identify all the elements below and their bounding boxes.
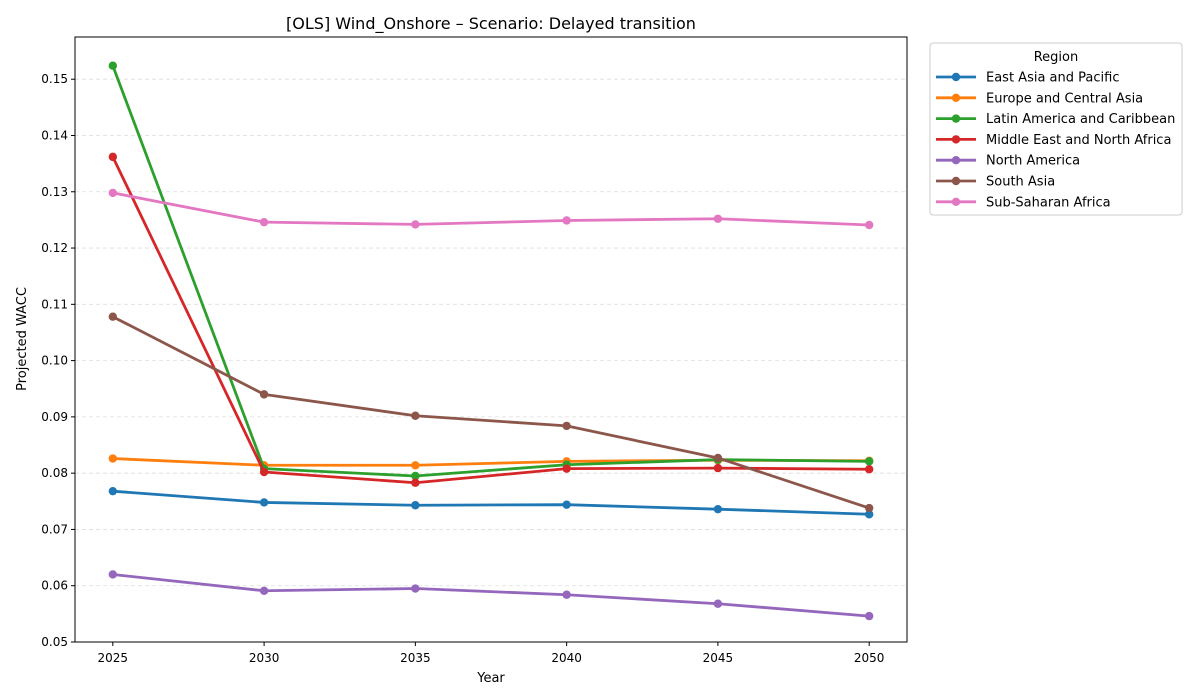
data-point [713,214,723,223]
y-tick-label: 0.15 [41,72,68,86]
legend-label: South Asia [986,175,1055,190]
grid-lines [75,78,907,587]
data-point [108,152,118,162]
data-point [411,478,420,487]
legend-label: Europe and Central Asia [986,91,1143,106]
data-point [864,220,874,230]
legend-label: North America [986,154,1080,169]
legend-swatch-marker [951,114,961,123]
data-point [864,611,874,621]
axes: 0.05 0.06 0.07 0.08 0.09 0.10 0.11 0.12 0.13 0.14… [41,72,884,665]
data-point [562,216,571,225]
legend-label: Latin America and Caribbean [986,112,1175,127]
series-latin-america-and-caribbean [108,61,874,481]
data-point [864,510,874,519]
legend-swatch-marker [951,197,961,206]
data-point [108,61,118,70]
data-point [411,411,420,420]
y-axis-label: Projected WACC [15,287,30,391]
legend-entry-middle-east-and-north-africa: Middle East and North Africa [936,133,1171,148]
series-line-north-america [112,573,870,618]
x-tick-label: 2030 [249,651,280,665]
data-point [411,461,420,470]
series-east-asia-and-pacific [108,486,874,519]
x-axis-label: Year [476,671,505,686]
series-middle-east-and-north-africa [108,152,874,487]
data-point [411,471,420,481]
data-point [864,465,874,474]
plot-area-frame [74,36,908,643]
data-point [411,501,420,510]
legend-label: Sub-Saharan Africa [986,195,1111,210]
data-point [562,500,571,509]
y-tick-label: 0.14 [41,128,68,142]
y-tick-label: 0.05 [41,635,68,649]
data-point [108,570,118,579]
y-tick-label: 0.12 [41,241,68,255]
series-sub-saharan-africa [108,188,874,230]
series-line-east-asia-and-pacific [112,489,870,516]
series-south-asia [108,312,874,513]
x-tick-label: 2045 [703,651,734,665]
data-point [713,599,723,608]
data-point [562,421,571,431]
legend-swatch-marker [951,93,961,103]
x-tick-label: 2025 [98,651,129,665]
data-point [108,188,118,198]
data-point [713,453,723,463]
y-tick-label: 0.07 [41,522,68,536]
series-line-latin-america-and-caribbean [111,65,870,478]
legend-swatch-marker [951,176,961,186]
data-point [411,584,420,593]
legend-label: East Asia and Pacific [986,71,1119,86]
y-tick-label: 0.13 [41,185,68,199]
series-north-america [108,570,874,621]
legend-entry-north-america: North America [936,154,1080,169]
data-point [562,464,571,473]
x-tick-label: 2035 [400,651,431,665]
series-lines [108,61,874,621]
legend-entry-east-asia-and-pacific: East Asia and Pacific [936,71,1119,86]
data-point [259,390,269,399]
data-point [713,463,723,473]
x-tick-label: 2050 [854,651,885,665]
data-point [259,498,269,507]
data-point [864,503,874,513]
data-point [259,586,269,595]
legend-entry-south-asia: South Asia [936,175,1055,190]
legend-title: Region [1034,50,1079,65]
y-tick-label: 0.06 [41,579,68,593]
legend-swatch-marker [951,156,961,165]
series-line-sub-saharan-africa [112,191,870,227]
data-point [108,486,118,496]
data-point [713,504,723,514]
data-point [259,217,269,227]
legend-label: Middle East and North Africa [986,133,1171,148]
data-point [108,312,118,321]
y-tick-label: 0.08 [41,466,68,480]
series-line-middle-east-and-north-africa [111,156,870,485]
legend-frame [929,42,1183,216]
y-tick-label: 0.09 [41,410,68,424]
legend-entry-latin-america-and-caribbean: Latin America and Caribbean [936,112,1175,127]
legend-swatch-marker [951,135,961,144]
data-point [259,467,269,477]
data-point [562,590,571,599]
legend-entry-europe-and-central-asia: Europe and Central Asia [936,91,1143,106]
chart-title: [OLS] Wind_Onshore – Scenario: Delayed t… [286,14,696,34]
y-tick-label: 0.11 [41,297,68,311]
data-point [411,220,420,229]
data-point [108,454,118,463]
x-tick-label: 2040 [551,651,582,665]
legend: Region East Asia and Pacific Europe and C… [929,42,1183,216]
legend-entry-sub-saharan-africa: Sub-Saharan Africa [936,195,1111,210]
series-line-south-asia [112,315,870,510]
legend-swatch-marker [951,72,961,82]
data-point [864,457,874,466]
y-tick-label: 0.10 [41,354,68,368]
